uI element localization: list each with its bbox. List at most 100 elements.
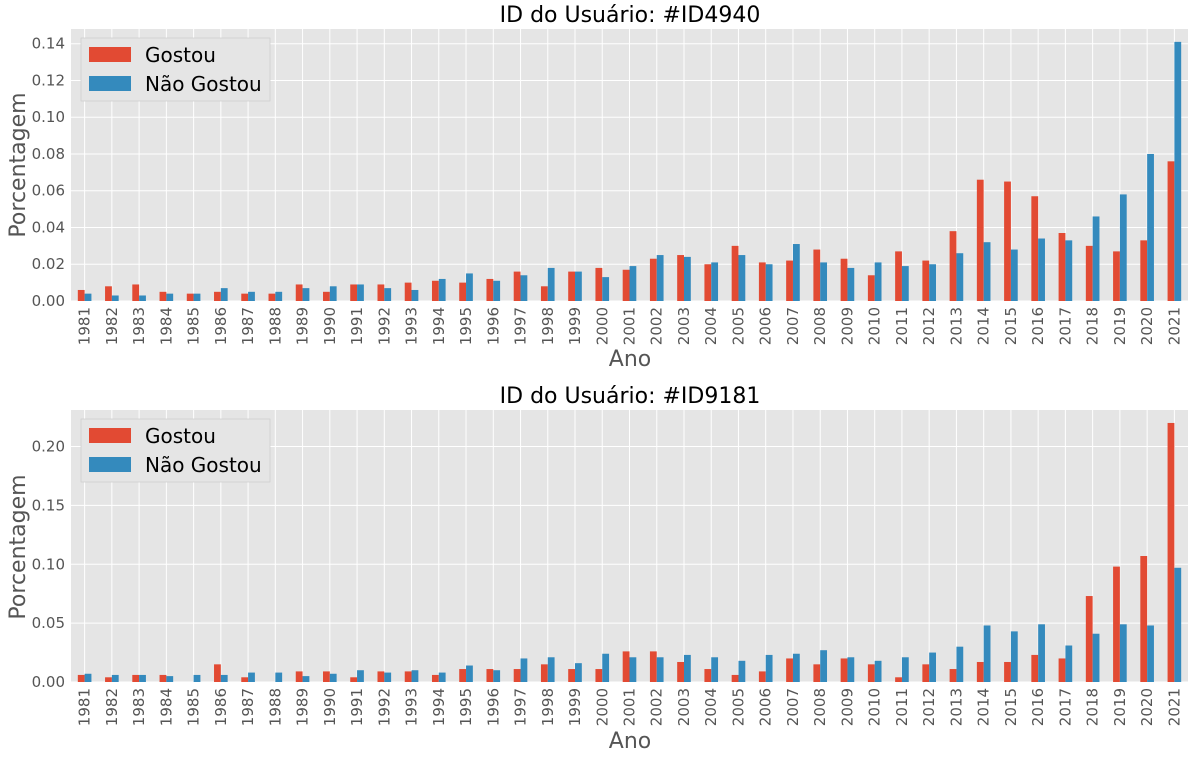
x-tick-label: 2016 — [1029, 688, 1047, 726]
x-tick-label: 2015 — [1002, 688, 1020, 726]
bar-gostou-2017 — [1058, 658, 1066, 682]
y-tick-label: 0.05 — [32, 614, 65, 632]
bar-gostou-2003 — [677, 661, 684, 682]
bar-nao-gostou-1987 — [248, 672, 255, 682]
y-tick-labels: 0.00 0.05 0.10 0.15 0.20 — [32, 438, 65, 691]
bar-nao-gostou-1991 — [357, 670, 364, 682]
bar-nao-gostou-1989 — [302, 676, 310, 682]
bar-nao-gostou-1997 — [520, 275, 528, 301]
x-tick-label: 2011 — [893, 307, 911, 345]
y-tick-label: 0.06 — [32, 182, 65, 200]
bar-gostou-2013 — [949, 231, 957, 301]
x-tick-label: 2011 — [893, 688, 911, 726]
bar-nao-gostou-2001 — [629, 266, 637, 301]
x-tick-label: 1995 — [457, 688, 475, 726]
y-axis-label: Porcentagem — [6, 92, 31, 237]
x-tick-label: 2003 — [675, 307, 693, 345]
x-tick-label: 1992 — [375, 307, 393, 345]
bar-nao-gostou-2016 — [1038, 624, 1045, 682]
bar-gostou-2011 — [895, 251, 902, 301]
y-tick-label: 0.00 — [32, 673, 65, 691]
bar-nao-gostou-1981 — [84, 293, 92, 301]
bar-gostou-1982 — [105, 286, 112, 301]
bar-nao-gostou-2003 — [683, 256, 691, 301]
bar-nao-gostou-1999 — [575, 663, 582, 682]
y-tick-label: 0.08 — [32, 145, 65, 163]
bar-nao-gostou-2019 — [1119, 194, 1127, 301]
bar-gostou-1982 — [105, 677, 112, 682]
bar-nao-gostou-2012 — [929, 652, 936, 682]
x-tick-label: 2002 — [648, 307, 666, 345]
bar-nao-gostou-2014 — [983, 625, 991, 682]
bar-gostou-1990 — [323, 671, 330, 682]
bar-nao-gostou-2011 — [901, 657, 909, 682]
x-tick-label: 2017 — [1056, 688, 1074, 726]
bar-gostou-2015 — [1004, 181, 1011, 301]
bar-nao-gostou-2006 — [765, 654, 773, 682]
bar-gostou-1990 — [323, 291, 330, 301]
bar-gostou-1999 — [568, 271, 576, 301]
bar-nao-gostou-1997 — [520, 658, 528, 682]
bar-gostou-1996 — [486, 278, 494, 301]
bar-gostou-1983 — [132, 284, 140, 301]
bar-gostou-1983 — [132, 674, 140, 682]
bar-nao-gostou-2020 — [1147, 153, 1154, 301]
bar-nao-gostou-1994 — [438, 278, 446, 301]
bar-gostou-2012 — [922, 260, 930, 301]
bar-nao-gostou-2008 — [820, 650, 828, 682]
x-tick-label: 1988 — [266, 688, 284, 726]
bar-nao-gostou-2020 — [1147, 625, 1154, 682]
x-tick-label: 1998 — [539, 307, 557, 345]
bar-gostou-2009 — [840, 258, 848, 301]
bar-nao-gostou-2009 — [847, 657, 855, 682]
bar-nao-gostou-1993 — [411, 670, 419, 682]
bar-gostou-2005 — [731, 245, 739, 301]
x-tick-label: 1982 — [103, 307, 121, 345]
bar-gostou-2004 — [704, 264, 712, 301]
bar-nao-gostou-2005 — [738, 660, 746, 682]
bar-gostou-1989 — [295, 284, 303, 301]
x-tick-label: 1990 — [321, 688, 339, 726]
y-tick-labels: 0.00 0.02 0.04 0.06 0.08 0.10 0.12 0.14 — [32, 35, 65, 310]
x-tick-label: 2010 — [866, 307, 884, 345]
bar-gostou-2006 — [758, 262, 766, 301]
x-tick-label: 2006 — [757, 307, 775, 345]
y-tick-label: 0.10 — [32, 555, 65, 573]
x-tick-label: 1984 — [157, 307, 175, 345]
x-tick-label: 2009 — [838, 307, 856, 345]
x-tick-label: 1983 — [130, 307, 148, 345]
chart-panel-id4940: ID do Usuário: #ID4940 0.000.020.040.060… — [6, 3, 1188, 372]
bar-nao-gostou-1985 — [193, 674, 201, 682]
bar-gostou-1987 — [241, 293, 249, 301]
bar-gostou-2007 — [786, 260, 793, 301]
chart-title: ID do Usuário: #ID4940 — [500, 3, 761, 28]
bar-nao-gostou-1996 — [493, 280, 501, 301]
bar-nao-gostou-1986 — [220, 674, 228, 682]
bar-gostou-1985 — [186, 293, 194, 301]
bar-nao-gostou-1984 — [166, 293, 174, 301]
bar-nao-gostou-2004 — [711, 657, 719, 682]
y-tick-label: 0.20 — [32, 438, 65, 456]
bar-gostou-2020 — [1140, 240, 1148, 301]
x-tick-label: 2020 — [1138, 688, 1156, 726]
legend-swatch-gostou — [89, 428, 131, 443]
x-axis-label: Ano — [609, 729, 651, 754]
bar-gostou-2010 — [867, 275, 875, 301]
bar-gostou-2019 — [1113, 251, 1120, 301]
x-tick-label: 1983 — [130, 688, 148, 726]
bar-nao-gostou-2002 — [656, 657, 664, 682]
x-tick-label: 1998 — [539, 688, 557, 726]
x-tick-label: 2003 — [675, 688, 693, 726]
bar-gostou-1984 — [159, 674, 167, 682]
bar-gostou-2010 — [867, 664, 875, 682]
x-tick-label: 1989 — [294, 307, 312, 345]
bar-gostou-2018 — [1085, 245, 1093, 301]
bar-nao-gostou-2018 — [1092, 216, 1100, 301]
y-tick-label: 0.15 — [32, 496, 65, 514]
x-tick-label: 1990 — [321, 307, 339, 345]
legend-label-gostou: Gostou — [145, 43, 216, 67]
bar-gostou-1997 — [513, 669, 521, 682]
bar-gostou-2007 — [786, 658, 793, 682]
bar-gostou-2005 — [731, 674, 739, 682]
bar-gostou-1997 — [513, 271, 521, 301]
